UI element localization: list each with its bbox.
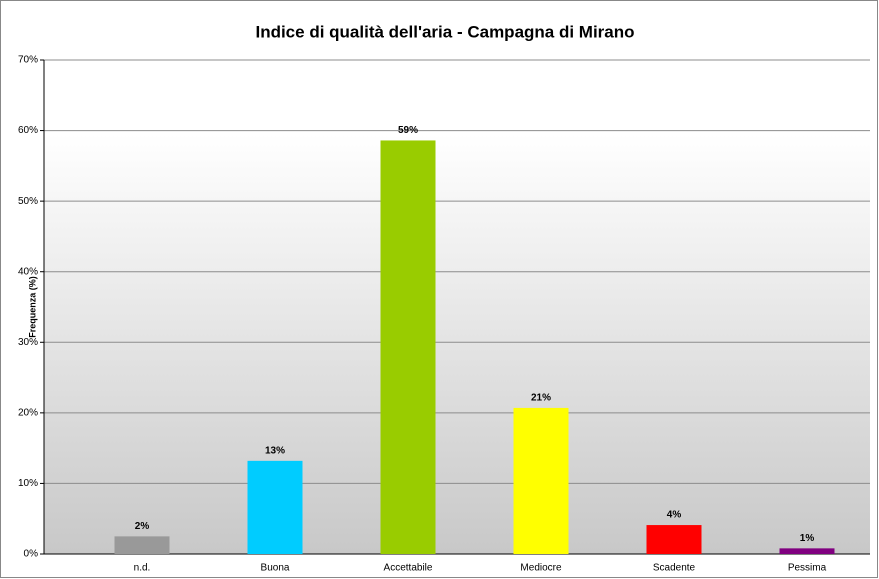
- x-tick-label: Pessima: [788, 563, 827, 574]
- chart-title: Indice di qualità dell'aria - Campagna d…: [255, 22, 634, 41]
- data-label: 21%: [531, 393, 551, 404]
- x-tick-label: Buona: [261, 563, 290, 574]
- x-tick-label: n.d.: [134, 563, 151, 574]
- y-tick-label: 20%: [18, 407, 38, 418]
- data-label: 59%: [398, 125, 418, 136]
- y-axis-label: Frequenza (%): [27, 276, 37, 338]
- bar: [114, 536, 170, 554]
- y-tick-label: 0%: [24, 549, 39, 560]
- bar: [247, 460, 303, 554]
- plot-area: [44, 60, 870, 554]
- bar: [646, 525, 702, 554]
- data-label: 4%: [667, 510, 682, 521]
- y-tick-label: 50%: [18, 196, 38, 207]
- bar: [779, 548, 835, 554]
- bar: [513, 407, 569, 554]
- data-label: 2%: [135, 521, 150, 532]
- bar: [380, 140, 436, 555]
- y-tick-label: 40%: [18, 266, 38, 277]
- y-tick-label: 10%: [18, 478, 38, 489]
- y-tick-label: 70%: [18, 55, 38, 66]
- x-tick-label: Mediocre: [520, 563, 562, 574]
- y-tick-label: 60%: [18, 125, 38, 136]
- data-label: 13%: [265, 445, 285, 456]
- x-tick-label: Accettabile: [384, 563, 433, 574]
- y-tick-label: 30%: [18, 337, 38, 348]
- x-tick-label: Scadente: [653, 563, 696, 574]
- data-label: 1%: [800, 533, 815, 544]
